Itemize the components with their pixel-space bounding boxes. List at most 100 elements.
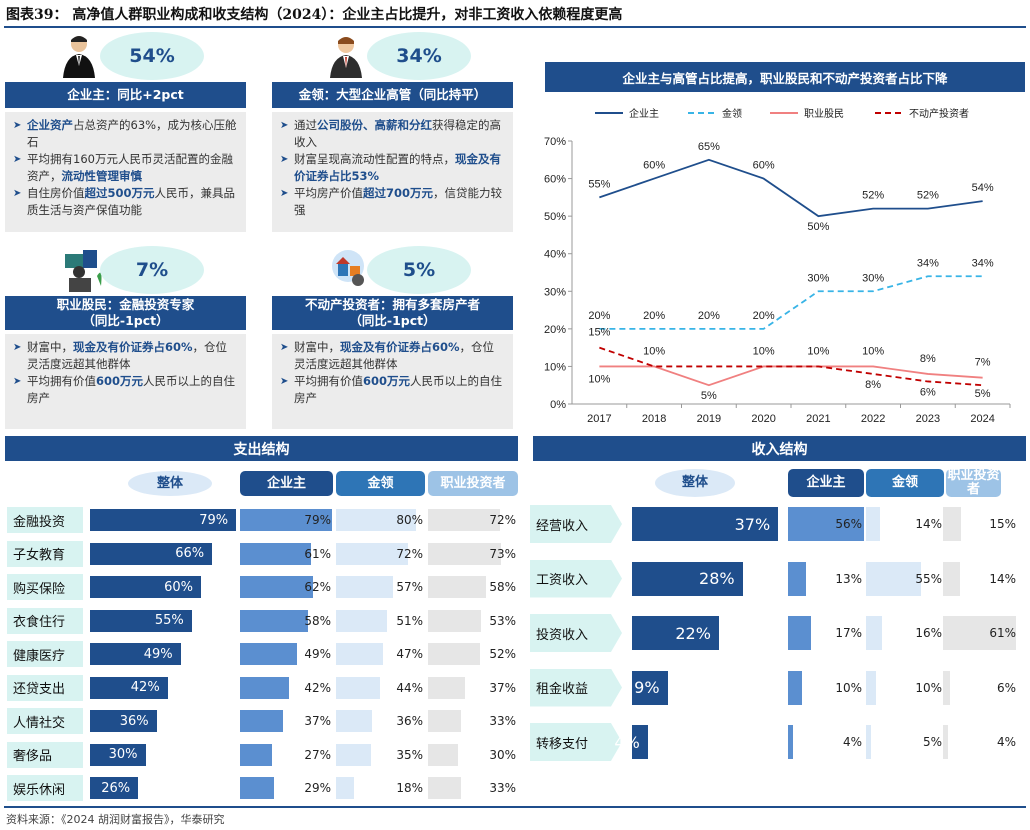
bullet-item: ➤ 企业资产占总资产的63%，成为核心压舱石 xyxy=(13,117,238,151)
category-label: 还贷支出 xyxy=(7,674,83,701)
data-label: 15% xyxy=(588,327,610,339)
bar-track: 57% xyxy=(336,576,425,598)
bullet-text: 企业资产占总资产的63%，成为核心压舱石 xyxy=(27,117,238,151)
data-label: 55% xyxy=(588,178,610,190)
category-label: 租金收益 xyxy=(530,668,622,707)
bar-overall: 9% xyxy=(632,670,668,705)
bar-track: 14% xyxy=(866,507,944,541)
legend-label: 金领 xyxy=(722,107,742,120)
bar-track: 37% xyxy=(240,710,333,732)
bar-职业投资者 xyxy=(428,676,465,699)
arrow-bullet-icon: ➤ xyxy=(280,376,289,387)
bar-value-label: 72% xyxy=(489,513,516,527)
bar-track: 53% xyxy=(428,609,518,632)
bullet-text: 平均拥有价值600万元人民币以上的自住房产 xyxy=(27,373,238,407)
bar-track: 18% xyxy=(336,777,425,799)
bar-value-label: 79% xyxy=(304,513,331,527)
bar-value-label: 57% xyxy=(396,580,423,594)
bar-track: 49% xyxy=(240,643,333,665)
bullet-item: ➤ 平均房产价值超过700万元，信贷能力较强 xyxy=(280,185,505,219)
series-line-职业股民 xyxy=(599,365,983,387)
expense-section-title: 支出结构 xyxy=(5,436,518,461)
bar-value-label: 16% xyxy=(915,626,942,640)
bar-track: 58% xyxy=(240,609,333,632)
text-run: 600万元 xyxy=(363,374,411,388)
text-run: 平均拥有价值 xyxy=(27,374,96,388)
text-run: 现金及有价证券占60% xyxy=(340,340,460,354)
text-run: 现金及有价证券占比53% xyxy=(294,152,501,183)
bar-track: 14% xyxy=(943,561,1018,596)
arrow-bullet-icon: ➤ xyxy=(13,188,22,199)
tie xyxy=(78,56,80,66)
head xyxy=(73,266,85,278)
bar-track: 13% xyxy=(788,561,864,596)
bar-企业主 xyxy=(240,576,313,598)
bar-value-label: 35% xyxy=(396,747,423,762)
data-label: 10% xyxy=(643,345,665,357)
percent-oval: 54% xyxy=(100,32,204,80)
text-run: 人民币以上的自住房产 xyxy=(27,374,236,405)
bar-value-label: 15% xyxy=(989,517,1016,531)
bar-value-label: 6% xyxy=(996,680,1016,695)
data-label: 30% xyxy=(807,272,829,284)
bar-金领 xyxy=(336,743,371,766)
text-run: 流动性管理审慎 xyxy=(61,169,143,183)
category-label: 工资收入 xyxy=(530,559,622,598)
segment-bullets: ➤ 通过公司股份、高薪和分红获得稳定的高收入 ➤ 财富呈现高流动性配置的特点，现金及有… xyxy=(272,112,513,232)
text-run: 超过700万元 xyxy=(363,186,434,200)
bar-track: 27% xyxy=(240,743,333,766)
bullet-item: ➤ 平均拥有160万元人民币灵活配置的金融资产，流动性管理审慎 xyxy=(13,151,238,185)
bullet-item: ➤ 平均拥有价值600万元人民币以上的自住房产 xyxy=(13,373,238,407)
bar-value-label: 27% xyxy=(304,747,331,762)
data-label: 8% xyxy=(920,353,936,365)
column-header-职业投资者: 职业投资者 xyxy=(946,468,1001,497)
hair xyxy=(338,37,354,44)
segment-heading: 金领：大型企业高管（同比持平） xyxy=(272,82,513,108)
bar-track: 10% xyxy=(866,670,944,705)
bar-track: 10% xyxy=(788,670,864,705)
bullet-item: ➤ 财富中，现金及有价证券占60%，仓位灵活度远超其他群体 xyxy=(280,339,505,373)
bar-value-label: 49% xyxy=(304,647,331,661)
text-run: 人民币以上的自住房产 xyxy=(294,374,503,405)
trader-icon xyxy=(65,250,102,292)
bar-职业投资者 xyxy=(428,609,481,632)
category-label: 转移支付 xyxy=(530,723,622,761)
bar-track: 44% xyxy=(336,676,425,699)
bar-value-label: 10% xyxy=(915,680,942,695)
bar-value-label: 80% xyxy=(396,513,423,527)
data-label: 52% xyxy=(917,190,939,202)
category-label: 娱乐休闲 xyxy=(7,775,83,801)
segment-heading: 不动产投资者：拥有多套房产者 （同比-1pct） xyxy=(272,296,513,330)
data-label: 54% xyxy=(972,182,994,194)
arrow-bullet-icon: ➤ xyxy=(13,342,22,353)
segment-bullets: ➤ 财富中，现金及有价证券占60%，仓位灵活度远超其他群体 ➤ 平均拥有价值600万元… xyxy=(5,334,246,429)
bullet-item: ➤ 通过公司股份、高薪和分红获得稳定的高收入 xyxy=(280,117,505,151)
bar-value-label: 73% xyxy=(489,546,516,561)
bar-track: 37% xyxy=(428,676,518,699)
column-header-金领: 金领 xyxy=(866,469,944,497)
data-label: 5% xyxy=(975,388,991,400)
bar-value-label: 42% xyxy=(304,680,331,695)
y-tick-label: 40% xyxy=(544,249,566,261)
segment-heading: 企业主：同比+2pct xyxy=(5,82,246,108)
bar-value-label: 17% xyxy=(835,626,862,640)
data-label: 10% xyxy=(753,345,775,357)
bar-track: 47% xyxy=(336,643,425,665)
bar-职业投资者 xyxy=(428,743,458,766)
bullet-item: ➤ 财富中，现金及有价证券占60%，仓位灵活度远超其他群体 xyxy=(13,339,238,373)
segment-heading: 职业股民：金融投资专家 （同比-1pct） xyxy=(5,296,246,330)
x-tick-label: 2018 xyxy=(642,413,666,425)
roof1 xyxy=(336,257,350,264)
series-line-不动产投资者 xyxy=(599,346,983,387)
bar-value-label: 10% xyxy=(835,680,862,695)
arrow-bullet-icon: ➤ xyxy=(280,154,289,165)
data-label: 7% xyxy=(975,357,991,369)
bar-track: 58% xyxy=(428,576,518,598)
data-label: 10% xyxy=(588,373,610,385)
legend-label: 职业股民 xyxy=(804,108,844,120)
data-label: 8% xyxy=(865,379,881,391)
bar-金领 xyxy=(336,643,383,665)
percent-oval: 34% xyxy=(367,32,471,80)
bar-企业主 xyxy=(788,561,806,596)
text-run: 公司股份、高薪和分红 xyxy=(317,118,432,132)
